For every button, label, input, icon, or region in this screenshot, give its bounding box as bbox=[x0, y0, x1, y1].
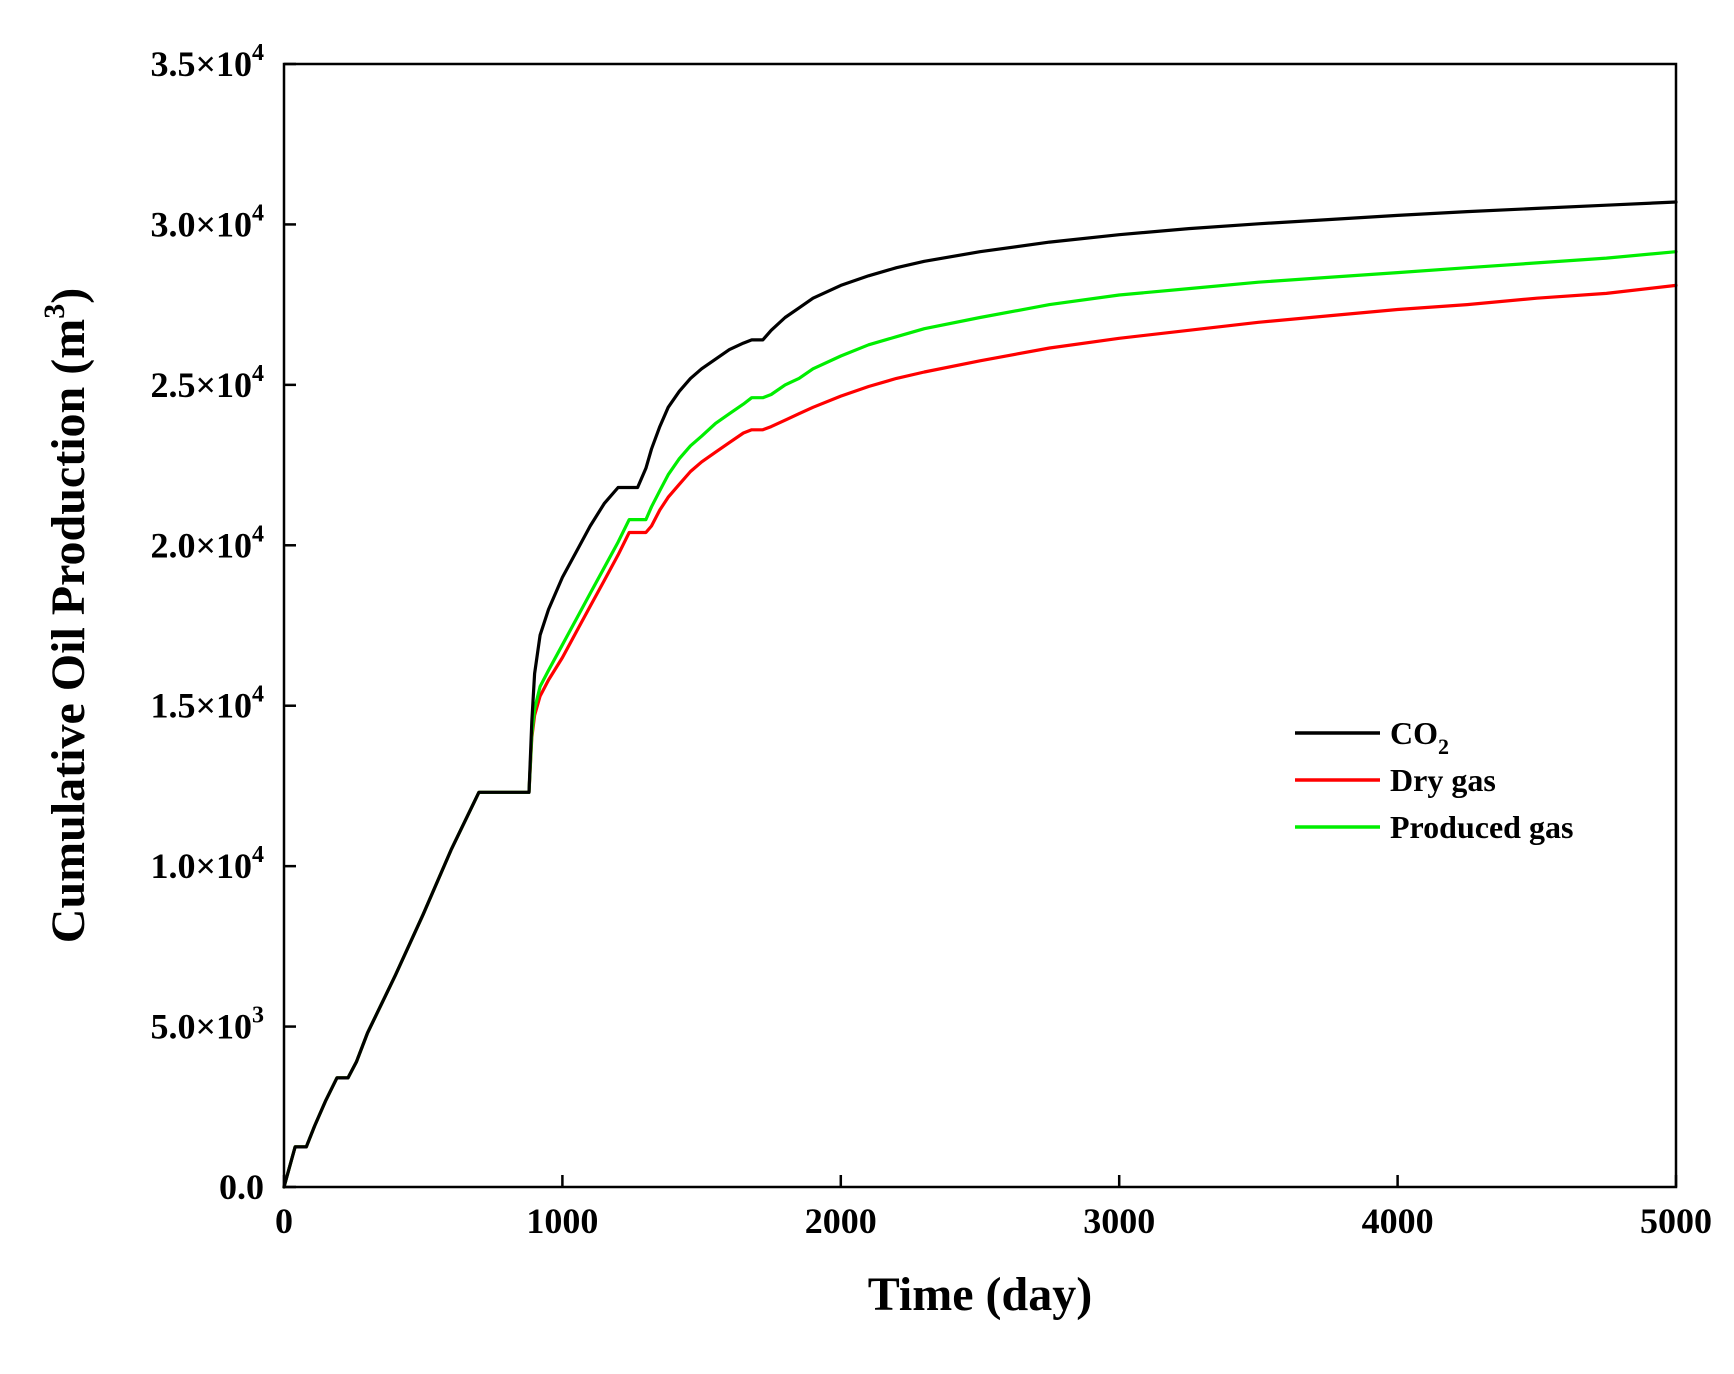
x-tick-label: 0 bbox=[275, 1201, 293, 1241]
legend-label-dry-gas: Dry gas bbox=[1390, 762, 1496, 798]
plot-area bbox=[282, 200, 1678, 1189]
x-tick-label: 5000 bbox=[1640, 1201, 1712, 1241]
x-tick-label: 4000 bbox=[1362, 1201, 1434, 1241]
y-tick-label: 2.5×104 bbox=[150, 361, 264, 405]
y-tick-label: 3.5×104 bbox=[150, 40, 264, 84]
y-tick-label: 0.0 bbox=[219, 1167, 264, 1207]
y-tick-label: 1.0×104 bbox=[150, 842, 264, 886]
series-line-dry-gas bbox=[282, 283, 1678, 1189]
series-line-produced-gas bbox=[282, 250, 1678, 1189]
x-tick-label: 3000 bbox=[1083, 1201, 1155, 1241]
legend-label-produced-gas: Produced gas bbox=[1390, 809, 1573, 845]
y-tick-label: 5.0×103 bbox=[150, 1003, 264, 1047]
legend-label-co2: CO2 bbox=[1390, 715, 1449, 759]
y-axis-label: Cumulative Oil Production (m3) bbox=[38, 288, 95, 943]
y-tick-label: 1.5×104 bbox=[150, 682, 264, 726]
y-tick-label: 2.0×104 bbox=[150, 521, 264, 565]
x-axis-label: Time (day) bbox=[868, 1268, 1092, 1321]
series-line-co2 bbox=[282, 200, 1678, 1189]
x-tick-label: 2000 bbox=[805, 1201, 877, 1241]
plot-frame bbox=[282, 62, 1678, 1189]
y-tick-label: 3.0×104 bbox=[150, 200, 264, 244]
axes: 0 1000 2000 3000 4000 5000 0.0 5.0×103 1.0×104 1.… bbox=[38, 40, 1712, 1321]
x-tick-label: 1000 bbox=[526, 1201, 598, 1241]
